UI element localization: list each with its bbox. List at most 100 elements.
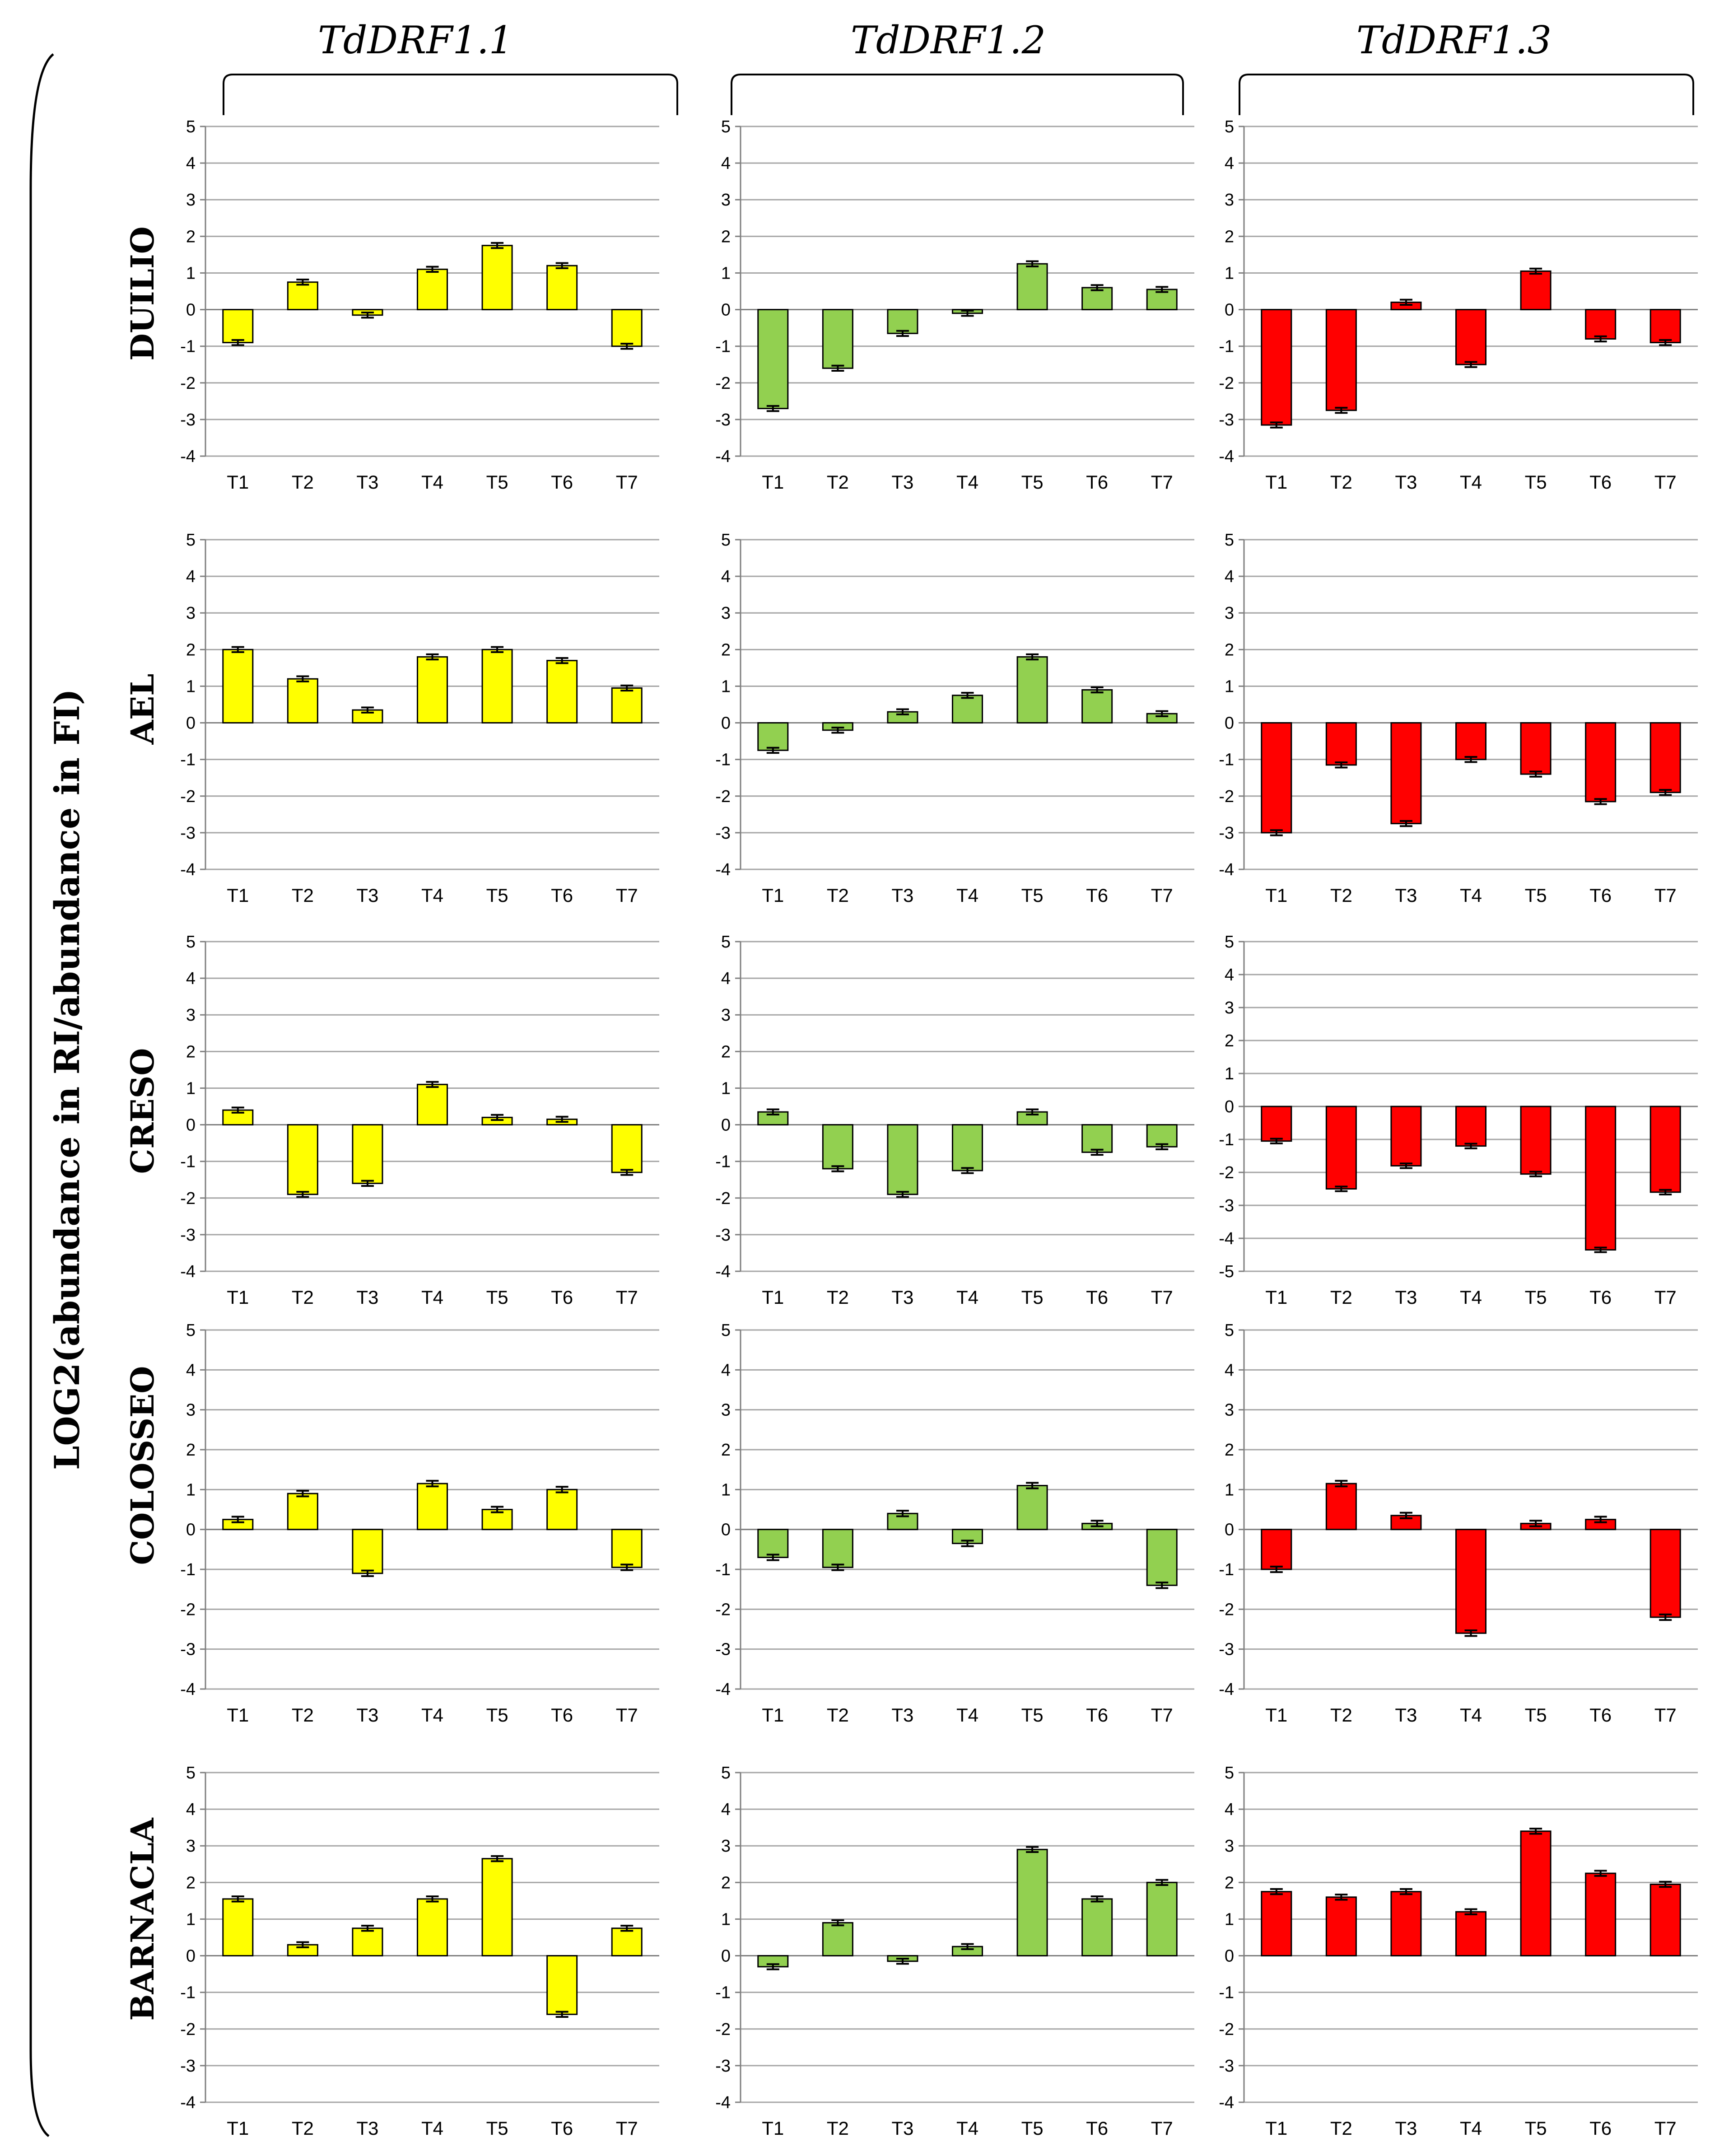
bar-t6 (1585, 1106, 1617, 1251)
bar-t2 (1325, 722, 1357, 766)
bar-t7 (611, 1529, 643, 1568)
bar-t6 (546, 1955, 578, 2015)
chart-creso-tddrf1-2: -4 -3 -2 -1 0 1 2 3 4 5 T1 T2 T3 T4 T5 T6 T7 (715, 933, 1194, 1308)
bar-t5 (481, 245, 513, 311)
y-tick-label: -2 (1219, 787, 1234, 806)
x-tick-label: T4 (1460, 885, 1482, 906)
y-tick-label: 0 (186, 1947, 196, 1966)
y-tick-label: -2 (1219, 2020, 1234, 2039)
y-tick-label: -3 (180, 411, 196, 429)
y-tick-label: 2 (1225, 227, 1234, 246)
y-tick-label: 5 (186, 1321, 196, 1340)
x-tick-label: T5 (1525, 1704, 1547, 1726)
y-tick-label: 3 (186, 1401, 196, 1420)
y-tick-label: -2 (180, 1600, 196, 1619)
y-tick-label: 2 (721, 227, 731, 246)
y-tick-label: 1 (186, 264, 196, 283)
y-tick-label: 0 (1225, 1521, 1234, 1540)
bar-t6 (1585, 722, 1617, 803)
x-tick-label: T4 (1460, 1704, 1482, 1726)
x-tick-label: T1 (762, 1287, 784, 1308)
chart-creso-tddrf1-1: -4 -3 -2 -1 0 1 2 3 4 5 T1 T2 T3 T4 T5 T6 T7 (180, 933, 659, 1308)
x-tick-label: T6 (1589, 471, 1612, 493)
x-tick-label: T4 (421, 1287, 443, 1308)
y-tick-label: -3 (715, 2057, 731, 2076)
bar-t5 (1016, 656, 1048, 724)
bar-t6 (1585, 309, 1617, 340)
bar-t4 (1455, 1106, 1487, 1147)
bar-t3 (1390, 722, 1422, 825)
y-tick-label: 2 (721, 1873, 731, 1892)
x-tick-label: T4 (1460, 471, 1482, 493)
bar-t1 (757, 1529, 789, 1559)
y-tick-label: 1 (1225, 1910, 1234, 1929)
y-tick-label: -1 (1219, 1130, 1234, 1149)
x-tick-label: T3 (1395, 471, 1417, 493)
bar-t2 (287, 1493, 318, 1531)
x-tick-label: T1 (227, 471, 249, 493)
x-tick-label: T1 (1265, 471, 1287, 493)
y-tick-label: 2 (186, 1873, 196, 1892)
bar-t6 (1081, 287, 1113, 311)
x-tick-label: T2 (1330, 885, 1352, 906)
x-tick-label: T3 (1395, 1287, 1417, 1308)
y-tick-label: 2 (186, 1441, 196, 1460)
bar-t7 (1146, 1529, 1178, 1586)
bar-t5 (1520, 722, 1552, 775)
y-tick-label: 2 (721, 1042, 731, 1061)
y-tick-label: 1 (721, 677, 731, 696)
bar-t1 (1261, 1891, 1292, 1957)
y-tick-label: 1 (1225, 1064, 1234, 1083)
x-tick-label: T6 (551, 1287, 573, 1308)
bar-t7 (1649, 722, 1681, 793)
x-tick-label: T3 (891, 1287, 913, 1308)
column-title-tddrf1-2: TdDRF1.2 (851, 18, 1046, 62)
x-tick-label: T5 (486, 885, 508, 906)
x-tick-label: T3 (1395, 885, 1417, 906)
y-tick-label: -4 (180, 2093, 196, 2112)
x-tick-label: T1 (1265, 1287, 1287, 1308)
row-label-duilio: DUILIO (124, 226, 161, 360)
bar-t5 (1016, 1848, 1048, 1957)
y-tick-label: -5 (1219, 1262, 1234, 1281)
y-tick-label: 3 (721, 1837, 731, 1856)
bar-t5 (1520, 270, 1552, 311)
y-tick-label: 0 (186, 714, 196, 733)
bar-t3 (352, 1124, 383, 1184)
x-tick-label: T4 (956, 471, 978, 493)
bar-t7 (1649, 309, 1681, 344)
y-tick-label: -4 (715, 2093, 731, 2112)
x-tick-label: T2 (827, 2118, 849, 2139)
x-tick-label: T7 (1654, 471, 1677, 493)
bar-t6 (546, 660, 578, 724)
y-tick-label: 5 (1225, 117, 1234, 136)
column-bracket-tddrf1-3 (1239, 74, 1694, 115)
bar-t1 (757, 309, 789, 410)
y-tick-label: 0 (721, 714, 731, 733)
bar-t5 (1016, 1485, 1048, 1531)
chart-ael-tddrf1-3: -4 -3 -2 -1 0 1 2 3 4 5 T1 T2 T3 T4 T5 T6 T7 (1219, 531, 1698, 906)
row-label-ael: AEL (124, 674, 161, 745)
y-tick-label: -3 (715, 824, 731, 843)
y-tick-label: 1 (721, 1480, 731, 1499)
y-tick-label: 2 (721, 1441, 731, 1460)
x-tick-label: T5 (1525, 885, 1547, 906)
row-label-colosseo: COLOSSEO (124, 1366, 161, 1565)
y-tick-label: -2 (1219, 1163, 1234, 1182)
y-tick-label: -4 (715, 860, 731, 879)
y-tick-label: -1 (715, 1560, 731, 1579)
x-tick-label: T1 (227, 1287, 249, 1308)
y-tick-label: -4 (1219, 1680, 1234, 1699)
y-tick-label: -4 (715, 1680, 731, 1699)
y-tick-label: 2 (1225, 640, 1234, 659)
y-tick-label: 4 (721, 1361, 731, 1380)
bar-t1 (1261, 309, 1292, 426)
x-tick-label: T2 (292, 1287, 314, 1308)
y-tick-label: -4 (1219, 1229, 1234, 1248)
y-tick-label: 4 (721, 969, 731, 988)
y-tick-label: -1 (180, 1560, 196, 1579)
x-tick-label: T6 (1086, 1287, 1108, 1308)
y-tick-label: 5 (186, 117, 196, 136)
y-tick-label: 3 (721, 191, 731, 210)
x-tick-label: T7 (1151, 471, 1173, 493)
